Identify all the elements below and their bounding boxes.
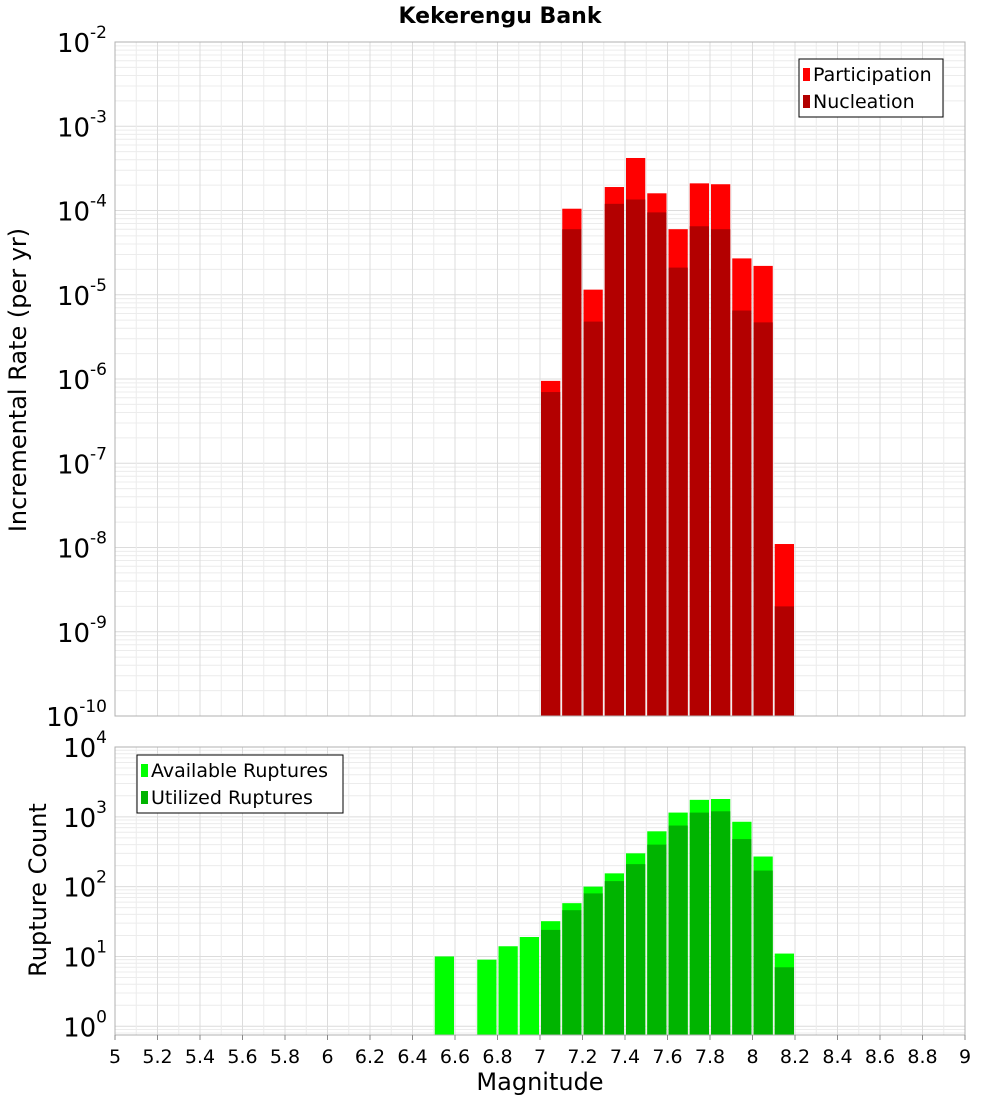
legend-label: Available Ruptures [151, 760, 328, 782]
rupture-count-panel: 100 101 102 103 104 5 5.2 5.4 5.6 5.8 6 6.2 6.4 6.6 6.… [63, 728, 971, 1068]
bar [732, 839, 752, 1035]
bar [668, 267, 688, 716]
y-axis-label-rate: Incremental Rate (per yr) [4, 228, 32, 532]
bar [498, 946, 518, 1035]
bar [604, 203, 624, 716]
bar [774, 606, 794, 716]
x-tick-label: 9 [959, 1046, 971, 1068]
bar [647, 212, 667, 717]
x-tick-label: 8.6 [865, 1046, 895, 1068]
bar [732, 310, 752, 716]
bar [583, 321, 603, 716]
y-tick-label: 102 [63, 868, 107, 904]
bar [541, 929, 561, 1035]
x-tick-label: 8.2 [780, 1046, 810, 1068]
bar [434, 956, 454, 1035]
series-nucleation [541, 199, 794, 717]
x-tick-label: 5.6 [227, 1046, 257, 1068]
y-tick-label: 10-8 [57, 529, 107, 565]
x-tick-label: 7.4 [610, 1046, 640, 1068]
bar [774, 967, 794, 1035]
legend-label: Nucleation [813, 91, 915, 113]
chart-title: Kekerengu Bank [399, 4, 603, 29]
x-tick-label: 6 [321, 1046, 333, 1068]
legend-box [136, 754, 344, 814]
legend-swatch [141, 791, 148, 804]
x-tick-label: 8 [746, 1046, 758, 1068]
bar [753, 870, 773, 1035]
legend-label: Utilized Ruptures [151, 787, 313, 809]
y-axis-label-count: Rupture Count [24, 803, 52, 977]
legend-box [798, 58, 944, 118]
legend-label: Participation [813, 64, 932, 86]
x-tick-label: 6.2 [355, 1046, 385, 1068]
y-tick-label: 100 [63, 1007, 107, 1043]
y-ticks: 100 101 102 103 104 [63, 728, 107, 1043]
plot-frame [114, 41, 966, 717]
bar [711, 811, 731, 1035]
x-tick-label: 7.2 [567, 1046, 597, 1068]
legend-swatch [803, 68, 810, 81]
y-tick-label: 101 [63, 937, 107, 973]
y-tick-label: 10-9 [57, 613, 107, 649]
bar [562, 229, 582, 717]
x-tick-label: 8.8 [907, 1046, 937, 1068]
x-tick-label: 7.8 [695, 1046, 725, 1068]
y-tick-label: 10-3 [57, 107, 107, 143]
x-tick-label: 7.6 [652, 1046, 682, 1068]
bar [626, 199, 646, 716]
y-ticks: 10-10 10-9 10-8 10-7 10-6 10-5 10-4 10-3 10-2 [46, 23, 107, 733]
y-tick-label: 104 [63, 728, 107, 764]
bar [541, 392, 561, 716]
x-tick-label: 6.8 [482, 1046, 512, 1068]
legend-swatch [141, 764, 148, 777]
bar [753, 322, 773, 716]
bar [519, 936, 539, 1035]
x-ticks: 5 5.2 5.4 5.6 5.8 6 6.2 6.4 6.6 6.8 7 7.2 7.4 7.6 7.8 8… [109, 1035, 971, 1068]
x-tick-label: 5 [109, 1046, 121, 1068]
y-tick-label: 103 [63, 798, 107, 834]
y-tick-label: 10-5 [57, 276, 107, 312]
legend: Available Ruptures Utilized Ruptures [136, 754, 344, 814]
grid [114, 42, 966, 717]
bar [604, 881, 624, 1035]
series-utilized-ruptures [541, 811, 794, 1035]
x-tick-label: 6.4 [397, 1046, 427, 1068]
legend-swatch [803, 95, 810, 108]
bar [562, 910, 582, 1035]
incremental-rate-panel: 10-10 10-9 10-8 10-7 10-6 10-5 10-4 10-3 10-2 Par… [46, 23, 966, 733]
bar [626, 864, 646, 1035]
bar [583, 893, 603, 1035]
y-tick-label: 10-10 [46, 697, 107, 733]
bar [689, 226, 709, 716]
y-tick-label: 10-6 [57, 360, 107, 396]
bar [668, 825, 688, 1035]
x-axis-label: Magnitude [476, 1068, 603, 1096]
legend: Participation Nucleation [798, 58, 944, 118]
bar [689, 812, 709, 1035]
bar [477, 959, 497, 1035]
bar [711, 229, 731, 717]
x-tick-label: 6.6 [440, 1046, 470, 1068]
y-tick-label: 10-2 [57, 23, 107, 59]
y-tick-label: 10-7 [57, 444, 107, 480]
x-tick-label: 5.8 [270, 1046, 300, 1068]
y-tick-label: 10-4 [57, 192, 107, 228]
x-tick-label: 5.2 [142, 1046, 172, 1068]
x-tick-label: 8.4 [822, 1046, 852, 1068]
x-tick-label: 5.4 [185, 1046, 215, 1068]
bar [647, 844, 667, 1035]
x-tick-label: 7 [534, 1046, 546, 1068]
